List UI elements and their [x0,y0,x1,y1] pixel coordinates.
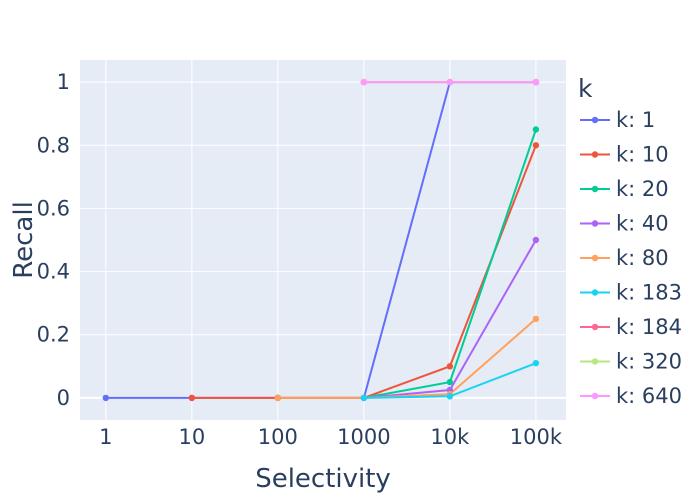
legend-label: k: 20 [616,177,669,201]
legend-label: k: 184 [616,315,682,339]
legend-label: k: 320 [616,350,682,374]
x-tick-label: 100k [510,425,563,449]
legend-label: k: 80 [616,246,669,270]
data-point-k-10 [532,142,540,149]
legend-item-k-183[interactable]: k: 183 [580,281,682,305]
y-tick-label: 0.4 [37,260,70,284]
x-tick-label: 100 [258,425,298,449]
legend-swatch-marker [591,358,599,365]
data-point-k-183 [532,359,540,367]
series-markers [102,78,540,402]
data-point-k-40 [532,236,540,244]
legend-swatch-marker [591,392,599,400]
legend-item-k-184[interactable]: k: 184 [580,315,682,339]
legend: k k: 1 k: 10 k: 20 k: 40 k: 80 k: 183 k: 184 k:… [578,74,682,408]
legend-label: k: 183 [616,281,682,305]
data-point-k-20 [532,126,540,133]
x-tick-label: 10 [178,425,205,449]
y-tick-label: 0 [57,386,70,410]
legend-label: k: 1 [616,108,655,132]
plot-background [80,60,566,420]
legend-swatch-marker [591,289,599,296]
legend-label: k: 640 [616,384,682,408]
legend-title: k [578,74,593,103]
legend-label: k: 10 [616,143,669,167]
data-point-k-20 [446,378,454,386]
data-point-k-10 [188,394,196,402]
legend-swatch-marker [591,151,599,158]
data-point-k-183 [360,394,368,402]
legend-item-k-40[interactable]: k: 40 [580,212,669,236]
x-tick-label: 1000 [337,425,390,449]
y-tick-label: 0.6 [37,196,70,220]
legend-item-k-20[interactable]: k: 20 [580,177,669,201]
x-tick-label: 10k [430,425,470,449]
legend-item-k-10[interactable]: k: 10 [580,143,669,167]
series-line-k-80 [277,318,537,399]
data-point-k-183 [446,393,454,400]
legend-swatch-marker [591,116,599,124]
legend-item-k-640[interactable]: k: 640 [580,384,682,408]
data-point-k-10 [446,363,454,370]
legend-item-k-1[interactable]: k: 1 [580,108,655,132]
data-point-k-640 [360,78,368,86]
data-point-k-80 [532,315,540,323]
legend-swatch-marker [591,220,599,227]
y-axis-ticks: 0 0.2 0.4 0.6 0.8 1 [37,70,70,410]
y-axis-title: Recall [9,201,39,279]
x-tick-label: 1 [99,425,112,449]
x-axis-ticks: 1 10 100 1000 10k 100k [99,425,563,449]
data-point-k-80 [274,394,282,402]
data-point-k-640 [446,78,454,86]
legend-item-k-320[interactable]: k: 320 [580,350,682,374]
y-tick-label: 0.8 [37,133,70,157]
legend-swatch-marker [591,185,599,193]
legend-label: k: 40 [616,212,669,236]
legend-item-k-80[interactable]: k: 80 [580,246,669,270]
data-point-k-1 [102,394,110,402]
data-point-k-640 [532,78,540,86]
y-tick-label: 1 [57,70,70,94]
legend-swatch-marker [591,323,599,331]
x-axis-title: Selectivity [255,464,391,494]
y-tick-label: 0.2 [37,323,70,347]
legend-swatch-marker [591,254,599,262]
